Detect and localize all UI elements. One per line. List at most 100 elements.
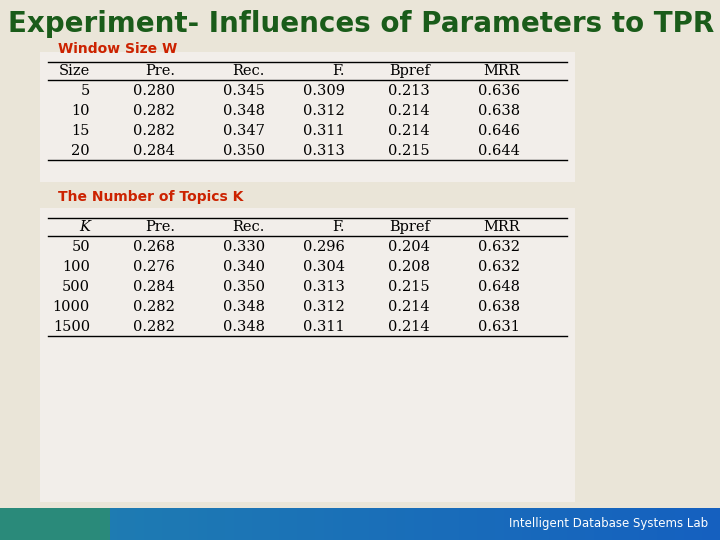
Text: 0.347: 0.347	[223, 124, 265, 138]
Bar	[297, 508, 306, 540]
Bar	[666, 508, 675, 540]
Bar	[0, 0, 35, 508]
Text: 0.284: 0.284	[133, 144, 175, 158]
Text: Bpref: Bpref	[389, 64, 430, 78]
Bar	[351, 508, 360, 540]
Bar	[648, 508, 657, 540]
Bar	[342, 508, 351, 540]
Text: 0.282: 0.282	[133, 320, 175, 334]
Bar	[450, 508, 459, 540]
Text: F.: F.	[333, 64, 345, 78]
Bar	[36, 508, 45, 540]
Bar	[549, 508, 558, 540]
Bar	[405, 508, 414, 540]
Text: 0.284: 0.284	[133, 280, 175, 294]
Text: 0.348: 0.348	[223, 300, 265, 314]
Text: 0.345: 0.345	[223, 84, 265, 98]
Bar	[630, 508, 639, 540]
Bar	[369, 508, 378, 540]
Text: 0.646: 0.646	[478, 124, 520, 138]
Bar	[522, 508, 531, 540]
Bar	[90, 508, 99, 540]
Bar	[540, 508, 549, 540]
Bar	[0, 508, 9, 540]
Bar	[558, 508, 567, 540]
Bar	[441, 508, 450, 540]
Text: 0.280: 0.280	[133, 84, 175, 98]
Bar	[324, 508, 333, 540]
Bar	[9, 508, 18, 540]
Text: 0.631: 0.631	[478, 320, 520, 334]
Text: 0.214: 0.214	[388, 104, 430, 118]
Bar	[423, 508, 432, 540]
Text: 0.312: 0.312	[303, 300, 345, 314]
Text: 0.215: 0.215	[388, 144, 430, 158]
Bar	[702, 508, 711, 540]
Text: 1000: 1000	[53, 300, 90, 314]
Text: 0.309: 0.309	[303, 84, 345, 98]
Bar	[144, 508, 153, 540]
Text: 0.636: 0.636	[478, 84, 520, 98]
Text: The Number of Topics K: The Number of Topics K	[58, 190, 243, 204]
Bar	[162, 508, 171, 540]
Bar	[72, 508, 81, 540]
Text: 0.632: 0.632	[478, 240, 520, 254]
Text: Pre.: Pre.	[145, 64, 175, 78]
Bar	[18, 508, 27, 540]
Bar	[288, 508, 297, 540]
Text: 0.214: 0.214	[388, 300, 430, 314]
Bar	[576, 508, 585, 540]
Text: 0.638: 0.638	[478, 300, 520, 314]
Text: 0.282: 0.282	[133, 104, 175, 118]
Text: Window Size W: Window Size W	[58, 42, 177, 56]
Bar	[414, 508, 423, 540]
Bar	[387, 508, 396, 540]
Bar	[99, 508, 108, 540]
Text: 0.213: 0.213	[388, 84, 430, 98]
Text: 20: 20	[71, 144, 90, 158]
Text: Pre.: Pre.	[145, 220, 175, 234]
Text: 0.348: 0.348	[223, 104, 265, 118]
Text: F.: F.	[333, 220, 345, 234]
Text: Intelligent Database Systems Lab: Intelligent Database Systems Lab	[509, 517, 708, 530]
Bar	[396, 508, 405, 540]
Text: Experiment- Influences of Parameters to TPR: Experiment- Influences of Parameters to …	[8, 10, 714, 38]
Text: 0.214: 0.214	[388, 124, 430, 138]
Bar	[81, 508, 90, 540]
Bar	[684, 508, 693, 540]
Bar	[567, 508, 576, 540]
Text: 0.330: 0.330	[223, 240, 265, 254]
Bar	[108, 508, 117, 540]
Text: 500: 500	[62, 280, 90, 294]
Bar	[693, 508, 702, 540]
Text: 0.268: 0.268	[133, 240, 175, 254]
Bar	[360, 508, 369, 540]
Text: 0.648: 0.648	[478, 280, 520, 294]
Text: 0.214: 0.214	[388, 320, 430, 334]
Text: 0.304: 0.304	[303, 260, 345, 274]
Bar	[378, 508, 387, 540]
Bar	[315, 508, 324, 540]
Bar	[45, 508, 54, 540]
Bar	[225, 508, 234, 540]
Text: 50: 50	[71, 240, 90, 254]
Text: Rec.: Rec.	[233, 64, 265, 78]
Bar	[54, 508, 63, 540]
Bar	[603, 508, 612, 540]
Text: 0.638: 0.638	[478, 104, 520, 118]
Text: 0.311: 0.311	[303, 124, 345, 138]
Bar	[207, 508, 216, 540]
Bar	[468, 508, 477, 540]
Text: 0.348: 0.348	[223, 320, 265, 334]
Bar	[486, 508, 495, 540]
Bar	[171, 508, 180, 540]
Bar	[639, 508, 648, 540]
Text: MRR: MRR	[483, 220, 520, 234]
Bar	[63, 508, 72, 540]
Text: Bpref: Bpref	[389, 220, 430, 234]
Bar	[135, 508, 144, 540]
Bar	[0, 508, 110, 540]
Text: Rec.: Rec.	[233, 220, 265, 234]
Text: 0.296: 0.296	[303, 240, 345, 254]
Bar	[432, 508, 441, 540]
